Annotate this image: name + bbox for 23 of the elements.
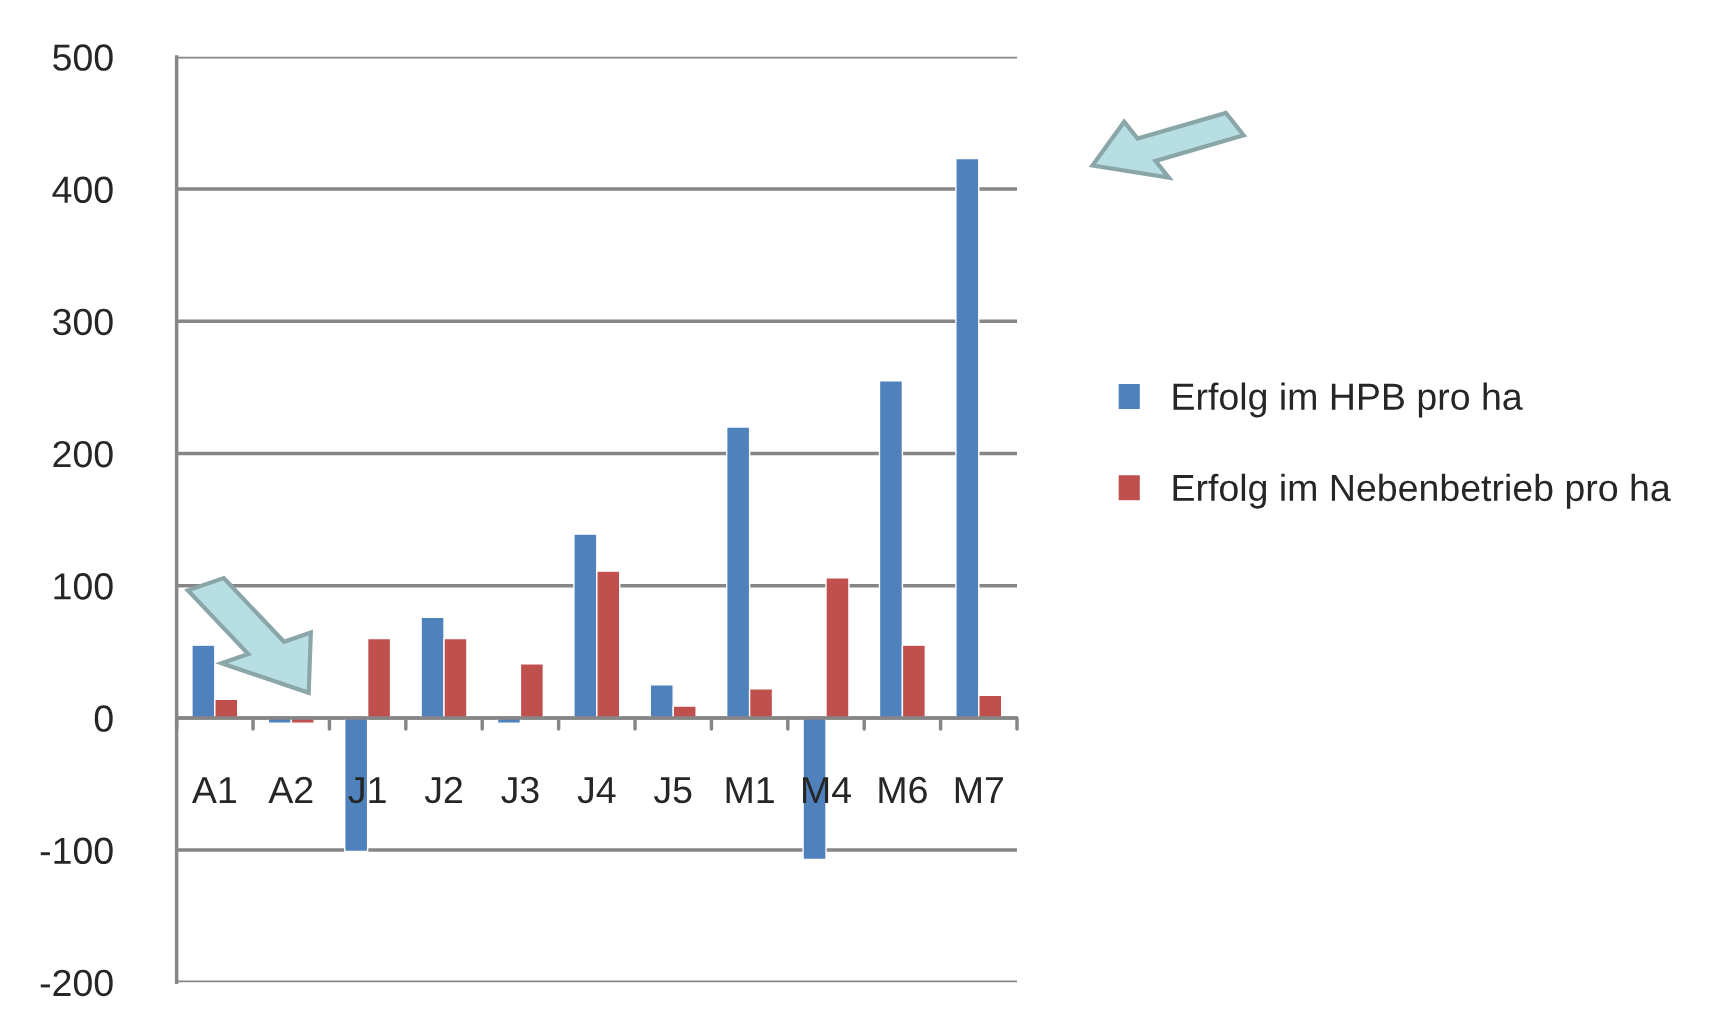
legend-label: Erfolg im Nebenbetrieb pro ha — [1173, 473, 1671, 509]
y-tick-label: 400 — [52, 176, 113, 204]
y-tick-label: -100 — [40, 837, 113, 865]
x-tick-label: J2 — [424, 776, 462, 804]
x-tick-label: A1 — [191, 777, 236, 803]
x-tick-label: A2 — [268, 776, 313, 803]
x-tick-label: J5 — [654, 777, 692, 804]
legend-label: Erfolg im HPB pro ha — [1173, 382, 1523, 418]
x-tick-label: M1 — [726, 777, 774, 803]
x-tick-label: M6 — [879, 776, 927, 804]
bar — [825, 577, 850, 719]
bar — [366, 637, 392, 719]
y-tick-label: 300 — [53, 308, 113, 336]
y-tick-label: -200 — [40, 969, 113, 997]
x-tick-label: M7 — [955, 777, 1003, 803]
x-tick-label: J1 — [348, 777, 386, 804]
y-tick-label: 0 — [94, 705, 113, 732]
y-tick-label: 500 — [53, 44, 113, 71]
x-tick-label: J4 — [577, 777, 616, 804]
y-tick-label: 100 — [54, 573, 113, 600]
x-tick-label: J3 — [501, 776, 539, 804]
y-tick-label: 200 — [53, 440, 113, 468]
bar — [519, 662, 545, 719]
